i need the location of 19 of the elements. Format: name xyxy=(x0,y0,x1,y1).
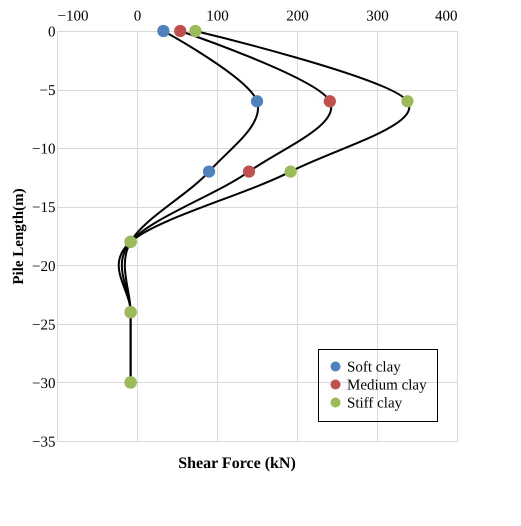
y-tick-label: −30 xyxy=(32,376,56,392)
y-tick-label: −15 xyxy=(32,200,56,216)
x-tick-label: 100 xyxy=(206,8,229,24)
y-axis-title: Pile Length(m) xyxy=(11,188,28,285)
x-tick-label: 200 xyxy=(286,8,309,24)
legend-label: Stiff clay xyxy=(347,396,403,412)
x-tick-label: 400 xyxy=(435,8,458,24)
y-tick-label: −5 xyxy=(40,83,56,100)
y-tick-label: −25 xyxy=(32,317,56,334)
y-tick-label: −35 xyxy=(32,434,56,450)
x-tick-label: 300 xyxy=(366,8,389,24)
y-tick-label: 0 xyxy=(48,24,56,40)
legend-label: Medium clay xyxy=(347,378,428,394)
legend-label: Soft clay xyxy=(347,360,402,376)
x-tick-label: −100 xyxy=(58,8,88,24)
x-axis-title: Shear Force (kN) xyxy=(178,455,296,472)
x-tick-label: 0 xyxy=(134,8,142,24)
y-tick-label: −20 xyxy=(32,258,56,275)
y-tick-label: −10 xyxy=(32,142,56,158)
